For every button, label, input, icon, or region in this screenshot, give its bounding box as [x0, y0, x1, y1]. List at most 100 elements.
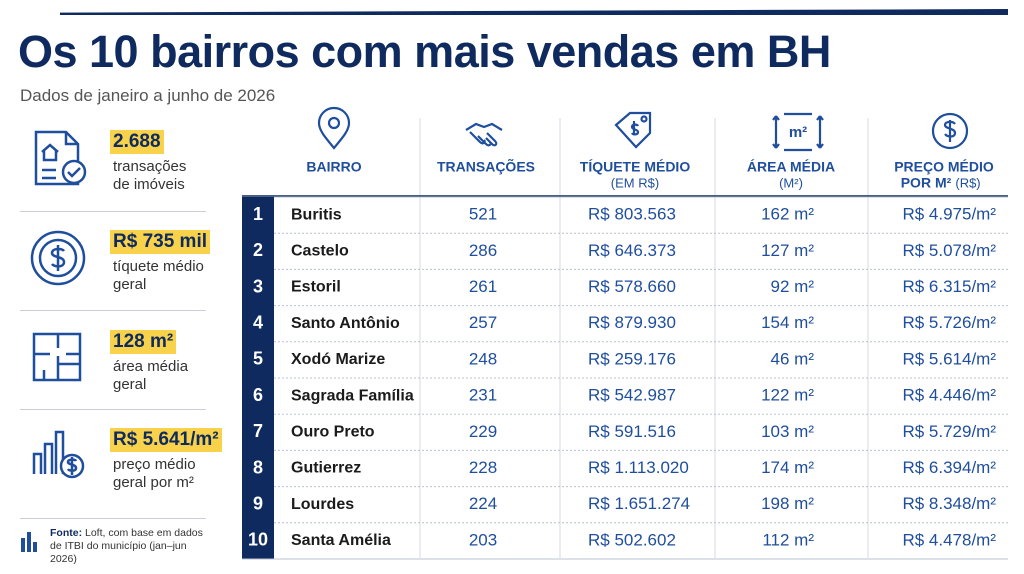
- ticket: R$ 1.651.274: [588, 494, 690, 513]
- rank: 5: [253, 349, 263, 369]
- transactions: 286: [469, 241, 497, 260]
- stat-label: preço médio geral por m²: [113, 456, 196, 492]
- ticket: R$ 803.563: [588, 205, 676, 224]
- stat-label: transações de imóveis: [113, 158, 186, 194]
- neighborhood: Gutierrez: [291, 460, 361, 477]
- area: 92 m²: [771, 277, 815, 296]
- column-subtitle: (EM R$): [611, 175, 659, 190]
- source-icon: [21, 532, 37, 552]
- transactions: 229: [469, 422, 497, 441]
- money-icon: [30, 230, 86, 286]
- ticket: R$ 591.516: [588, 422, 676, 441]
- area: 154 m²: [761, 313, 814, 332]
- transactions: 248: [469, 349, 497, 368]
- neighborhood: Lourdes: [291, 496, 354, 513]
- label-line: área média: [113, 358, 189, 375]
- price-m2: R$ 4.478/m²: [902, 530, 996, 549]
- rank: 4: [253, 312, 263, 332]
- area: 112 m²: [762, 530, 814, 549]
- stat-value: 128 m²: [110, 330, 177, 354]
- divider: [20, 409, 206, 410]
- label-line: de imóveis: [113, 176, 185, 193]
- neighborhood: Sagrada Família: [291, 387, 414, 404]
- rank: 9: [253, 493, 263, 513]
- price-m2: R$ 5.078/m²: [902, 241, 996, 260]
- transactions: 521: [469, 205, 497, 224]
- ticket: R$ 646.373: [588, 241, 676, 260]
- area: 103 m²: [761, 422, 814, 441]
- divider: [20, 518, 206, 519]
- document-icon: [34, 130, 87, 186]
- transactions: 231: [469, 386, 497, 405]
- neighborhood: Santo Antônio: [291, 315, 400, 332]
- neighborhood: Castelo: [291, 243, 349, 260]
- transactions: 261: [469, 277, 497, 296]
- rank: 10: [248, 530, 268, 550]
- transactions: 203: [469, 530, 497, 549]
- source: Fonte: Loft, com base em dados de ITBI d…: [50, 527, 210, 566]
- column-title: TÍQUETE MÉDIO: [580, 159, 691, 175]
- price-m2: R$ 4.446/m²: [902, 386, 996, 405]
- label-line: geral: [113, 276, 147, 293]
- price-m2: R$ 5.726/m²: [902, 313, 996, 332]
- area: 46 m²: [771, 349, 815, 368]
- column-subtitle: (R$): [955, 175, 980, 190]
- area: 174 m²: [761, 458, 814, 477]
- label-line: geral por m²: [113, 474, 194, 491]
- transactions: 228: [469, 458, 497, 477]
- price-m2: R$ 6.394/m²: [902, 458, 996, 477]
- rank-column: [242, 197, 274, 559]
- rank: 8: [253, 457, 263, 477]
- rank: 7: [253, 421, 263, 441]
- price-m2: R$ 5.729/m²: [902, 422, 996, 441]
- rank: 3: [253, 276, 263, 296]
- area: 122 m²: [761, 386, 814, 405]
- label-line: preço médio: [113, 456, 196, 473]
- area: 162 m²: [761, 205, 814, 224]
- price-m2: R$ 5.614/m²: [902, 349, 996, 368]
- transactions: 224: [469, 494, 497, 513]
- neighborhood: Buritis: [291, 206, 342, 223]
- neighborhood: Ouro Preto: [291, 424, 375, 441]
- label-line: tíquete médio: [113, 258, 204, 275]
- transactions: 257: [469, 313, 497, 332]
- ticket: R$ 578.660: [588, 277, 676, 296]
- column-title: ÁREA MÉDIA: [747, 159, 835, 175]
- label-line: transações: [113, 158, 187, 175]
- stat-value: R$ 735 mil: [110, 230, 210, 254]
- area: 127 m²: [761, 241, 814, 260]
- top-bar: [60, 9, 1008, 15]
- stat-value: 2.688: [110, 130, 164, 154]
- column-title: BAIRRO: [306, 159, 361, 175]
- column-subtitle: (M²): [779, 175, 803, 190]
- bars-money-icon: [32, 430, 85, 479]
- stat-label: tíquete médio geral: [113, 258, 204, 294]
- ticket: R$ 259.176: [588, 349, 676, 368]
- neighborhood: Estoril: [291, 279, 341, 296]
- column-title: TRANSAÇÕES: [437, 158, 535, 175]
- source-text: Loft, com base em dados de ITBI do munic…: [50, 527, 203, 565]
- rank: 1: [253, 204, 263, 224]
- price-m2: R$ 4.975/m²: [902, 205, 996, 224]
- title: Os 10 bairros com mais vendas em BH: [18, 26, 831, 77]
- subtitle: Dados de janeiro a junho de 2026: [20, 86, 276, 105]
- source-label: Fonte:: [50, 527, 83, 539]
- floorplan-icon: [32, 332, 82, 382]
- ticket: R$ 502.602: [588, 530, 676, 549]
- rank: 6: [253, 385, 263, 405]
- column-title: PREÇO MÉDIO: [894, 159, 994, 175]
- neighborhood: Xodó Marize: [291, 351, 385, 368]
- column-title: POR M²: [901, 175, 952, 191]
- area: 198 m²: [761, 494, 814, 513]
- neighborhood: Santa Amélia: [291, 532, 391, 549]
- price-m2: R$ 6.315/m²: [902, 277, 996, 296]
- label-line: geral: [113, 376, 147, 393]
- divider: [20, 310, 206, 311]
- rank: 2: [253, 240, 263, 260]
- stat-value: R$ 5.641/m²: [110, 428, 222, 452]
- divider: [20, 211, 206, 212]
- ticket: R$ 1.113.020: [588, 458, 689, 477]
- ticket: R$ 542.987: [588, 386, 676, 405]
